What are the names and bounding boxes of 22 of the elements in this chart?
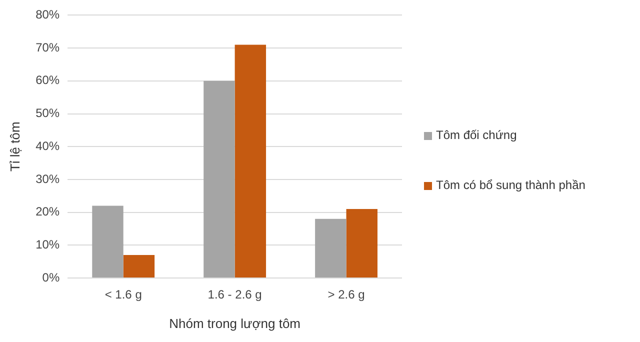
x-axis-title: Nhóm trong lượng tôm <box>169 316 301 331</box>
x-tick-label: 1.6 - 2.6 g <box>208 288 262 302</box>
bar <box>92 206 124 278</box>
bar <box>346 209 378 278</box>
legend-label: Tôm có bổ sung thành phần <box>436 178 586 192</box>
y-tick-label: 0% <box>42 270 60 284</box>
y-axis-title: Tỉ lệ tôm <box>7 122 22 172</box>
bar <box>234 44 266 278</box>
bar <box>315 218 346 278</box>
y-tick-label: 30% <box>36 172 60 186</box>
y-tick-label: 60% <box>36 73 60 88</box>
bar <box>123 255 155 278</box>
y-tick-label: 80% <box>36 8 60 22</box>
legend-label: Tôm đối chứng <box>436 128 517 142</box>
y-tick-label: 70% <box>36 40 60 54</box>
x-tick-label: > 2.6 g <box>328 288 365 302</box>
y-tick-label: 50% <box>36 106 60 120</box>
y-tick-label: 10% <box>36 237 60 252</box>
x-tick-label: < 1.6 g <box>104 288 142 302</box>
y-tick-label: 20% <box>36 204 60 219</box>
y-tick-label: 40% <box>36 138 60 153</box>
bar <box>204 80 235 278</box>
